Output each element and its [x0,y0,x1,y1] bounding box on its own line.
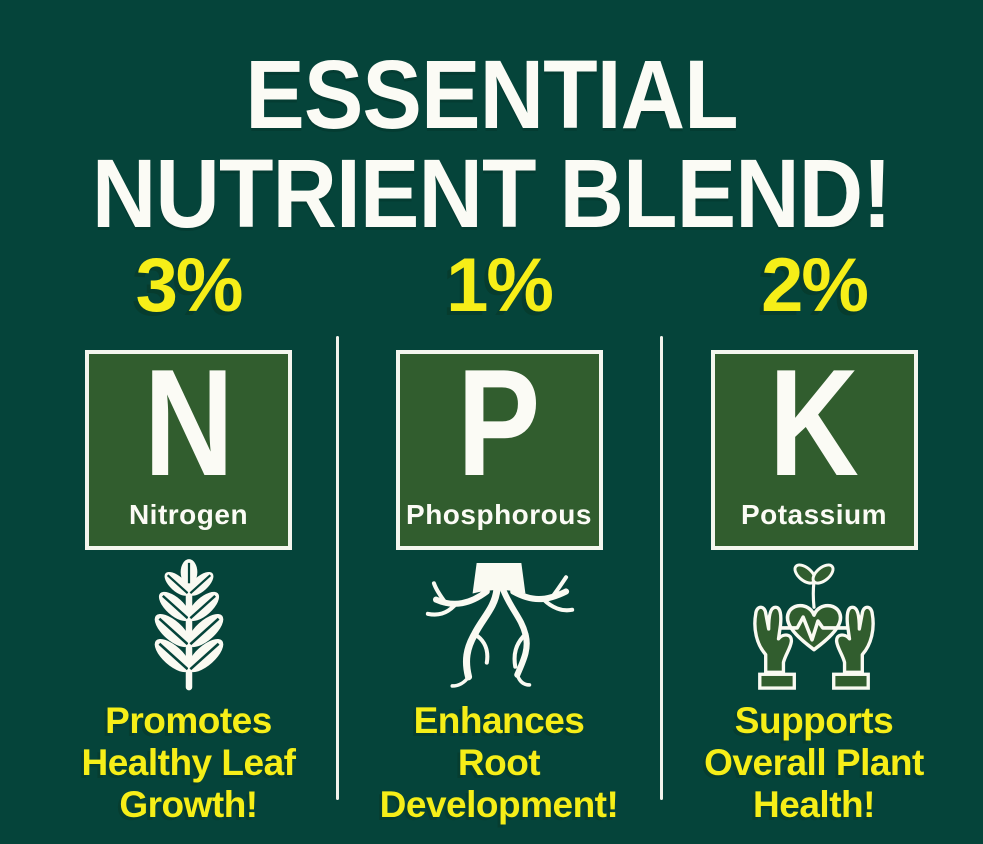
benefit-text: Promotes Healthy Leaf Growth! [81,700,296,825]
percentage-label: 1% [446,243,554,328]
benefit-text: Supports Overall Plant Health! [704,700,924,825]
title-line-2: NUTRIENT BLEND! [91,138,892,248]
nutrient-columns: 3% N Nitrogen [0,240,983,844]
npk-column-nitrogen: 3% N Nitrogen [20,240,357,844]
element-name: Potassium [740,499,888,530]
title-line-1: ESSENTIAL [245,40,738,149]
leaf-growth-icon [138,550,240,700]
element-symbol: K [768,338,860,508]
column-divider [660,336,663,800]
npk-column-potassium: 2% K Potassium [653,240,975,844]
element-symbol: P [457,338,541,508]
percentage-label: 3% [135,243,244,328]
percentage-label: 2% [761,243,869,328]
element-name: Nitrogen [128,499,249,530]
poster-title: ESSENTIAL NUTRIENT BLEND! [39,0,943,244]
benefit-text: Enhances Root Development! [379,700,619,825]
element-tile-nitrogen: N Nitrogen [85,347,292,550]
element-symbol-wrap: N [134,347,244,499]
element-name: Phosphorous [406,499,592,530]
element-tile-phosphorous: P Phosphorous [395,347,603,550]
npk-column-phosphorous: 1% P Phosphorous [337,240,661,844]
column-divider [336,336,339,800]
element-tile-potassium: K Potassium [710,347,918,550]
element-symbol: N [143,338,234,508]
element-symbol-wrap: P [448,347,549,499]
element-symbol-wrap: K [759,347,869,499]
hands-heart-plant-icon [739,550,889,700]
roots-icon [415,550,583,700]
